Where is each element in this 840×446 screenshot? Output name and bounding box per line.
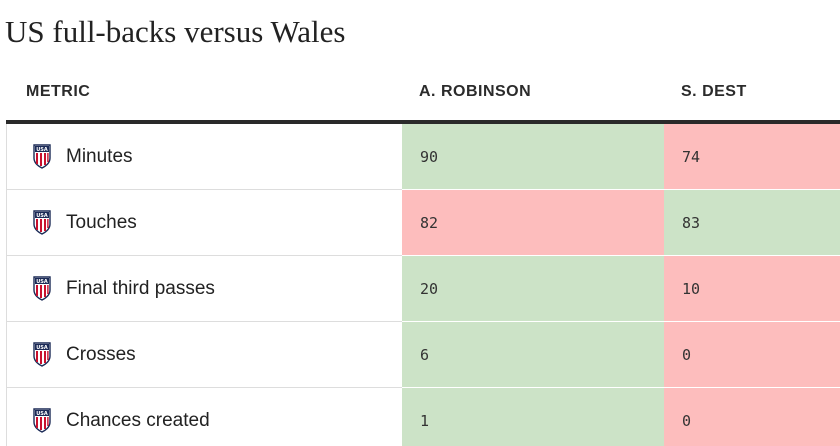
table-row: USA Touches 82 83 [6,190,840,256]
svg-text:USA: USA [36,345,48,351]
table-row: USA Chances created 1 0 [6,388,840,446]
metric-cell: USA Touches [6,190,402,256]
metric-label: Crosses [66,343,136,365]
table-row: USA Final third passes 20 10 [6,256,840,322]
usa-crest-icon: USA [33,144,51,169]
dest-value-cell: 0 [664,322,840,388]
table-row: USA Minutes 90 74 [6,124,840,190]
table-row: USA Crosses 6 0 [6,322,840,388]
svg-text:USA: USA [36,213,48,219]
dest-value-cell: 10 [664,256,840,322]
svg-text:USA: USA [36,279,48,285]
header-metric: METRIC [26,83,91,100]
metric-cell: USA Final third passes [6,256,402,322]
robinson-value-cell: 20 [402,256,664,322]
robinson-value-cell: 90 [402,124,664,190]
usa-crest-icon: USA [33,276,51,301]
table-header: METRIC A. ROBINSON S. DEST [6,64,840,124]
metric-cell: USA Chances created [6,388,402,446]
svg-text:USA: USA [36,147,48,153]
header-player-b: S. DEST [681,83,747,100]
robinson-value-cell: 1 [402,388,664,446]
usa-crest-icon: USA [33,408,51,433]
dest-value-cell: 0 [664,388,840,446]
comparison-table: METRIC A. ROBINSON S. DEST USA Minutes 9… [6,64,840,446]
metric-cell: USA Minutes [6,124,402,190]
page-title: US full-backs versus Wales [5,14,346,49]
metric-label: Final third passes [66,277,215,299]
svg-text:USA: USA [36,411,48,417]
metric-label: Minutes [66,145,133,167]
usa-crest-icon: USA [33,342,51,367]
usa-crest-icon: USA [33,210,51,235]
metric-cell: USA Crosses [6,322,402,388]
robinson-value-cell: 82 [402,190,664,256]
metric-label: Touches [66,211,137,233]
metric-label: Chances created [66,409,210,431]
header-player-a: A. ROBINSON [419,83,532,100]
dest-value-cell: 83 [664,190,840,256]
robinson-value-cell: 6 [402,322,664,388]
dest-value-cell: 74 [664,124,840,190]
